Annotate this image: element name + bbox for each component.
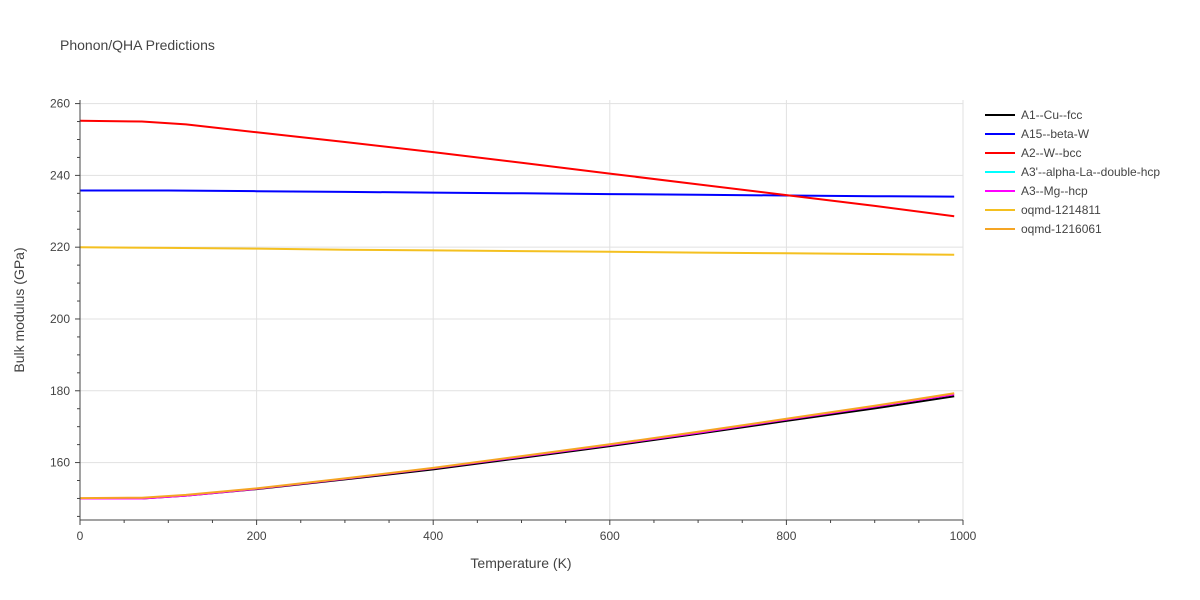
legend-item[interactable]: A15--beta-W bbox=[985, 127, 1090, 141]
x-tick-label: 400 bbox=[423, 529, 443, 543]
legend-item[interactable]: oqmd-1214811 bbox=[985, 203, 1101, 217]
series-line-1 bbox=[80, 189, 955, 198]
y-tick-label: 240 bbox=[50, 168, 70, 182]
y-tick-label: 180 bbox=[50, 384, 70, 398]
series-line-4 bbox=[80, 393, 955, 500]
grid-layer bbox=[80, 100, 964, 520]
x-tick-label: 800 bbox=[776, 529, 796, 543]
series-layer bbox=[79, 119, 955, 500]
series-line-0 bbox=[80, 395, 955, 500]
x-tick-label: 200 bbox=[247, 529, 267, 543]
legend-item[interactable]: oqmd-1216061 bbox=[985, 222, 1102, 236]
y-tick-label: 260 bbox=[50, 97, 70, 111]
x-tick-label: 600 bbox=[600, 529, 620, 543]
legend-item[interactable]: A3--Mg--hcp bbox=[985, 184, 1088, 198]
chart-title: Phonon/QHA Predictions bbox=[60, 37, 215, 53]
y-tick-label: 220 bbox=[50, 240, 70, 254]
legend-label: oqmd-1216061 bbox=[1021, 222, 1102, 236]
legend[interactable]: A1--Cu--fcc A15--beta-W A2--W--bcc A3'--alp… bbox=[985, 108, 1160, 236]
legend-label: A15--beta-W bbox=[1021, 127, 1090, 141]
legend-item[interactable]: A3'--alpha-La--double-hcp bbox=[985, 165, 1160, 179]
x-tick-label: 1000 bbox=[950, 529, 977, 543]
axis-layer: 0 200 400 600 800 1000 160 180 200 220 240 260 bbox=[50, 97, 977, 543]
legend-label: oqmd-1214811 bbox=[1021, 203, 1101, 217]
legend-label: A1--Cu--fcc bbox=[1021, 108, 1082, 122]
y-axis-title: Bulk modulus (GPa) bbox=[11, 247, 27, 372]
x-tick-label: 0 bbox=[77, 529, 84, 543]
series-line-6 bbox=[79, 392, 955, 500]
series-line-2 bbox=[79, 119, 955, 218]
legend-label: A2--W--bcc bbox=[1021, 146, 1081, 160]
legend-item[interactable]: A2--W--bcc bbox=[985, 146, 1081, 160]
x-axis-title: Temperature (K) bbox=[470, 555, 571, 571]
y-tick-label: 200 bbox=[50, 312, 70, 326]
legend-item[interactable]: A1--Cu--fcc bbox=[985, 108, 1082, 122]
legend-label: A3'--alpha-La--double-hcp bbox=[1021, 165, 1160, 179]
y-tick-label: 160 bbox=[50, 456, 70, 470]
legend-label: A3--Mg--hcp bbox=[1021, 184, 1088, 198]
series-line-5 bbox=[79, 246, 955, 256]
